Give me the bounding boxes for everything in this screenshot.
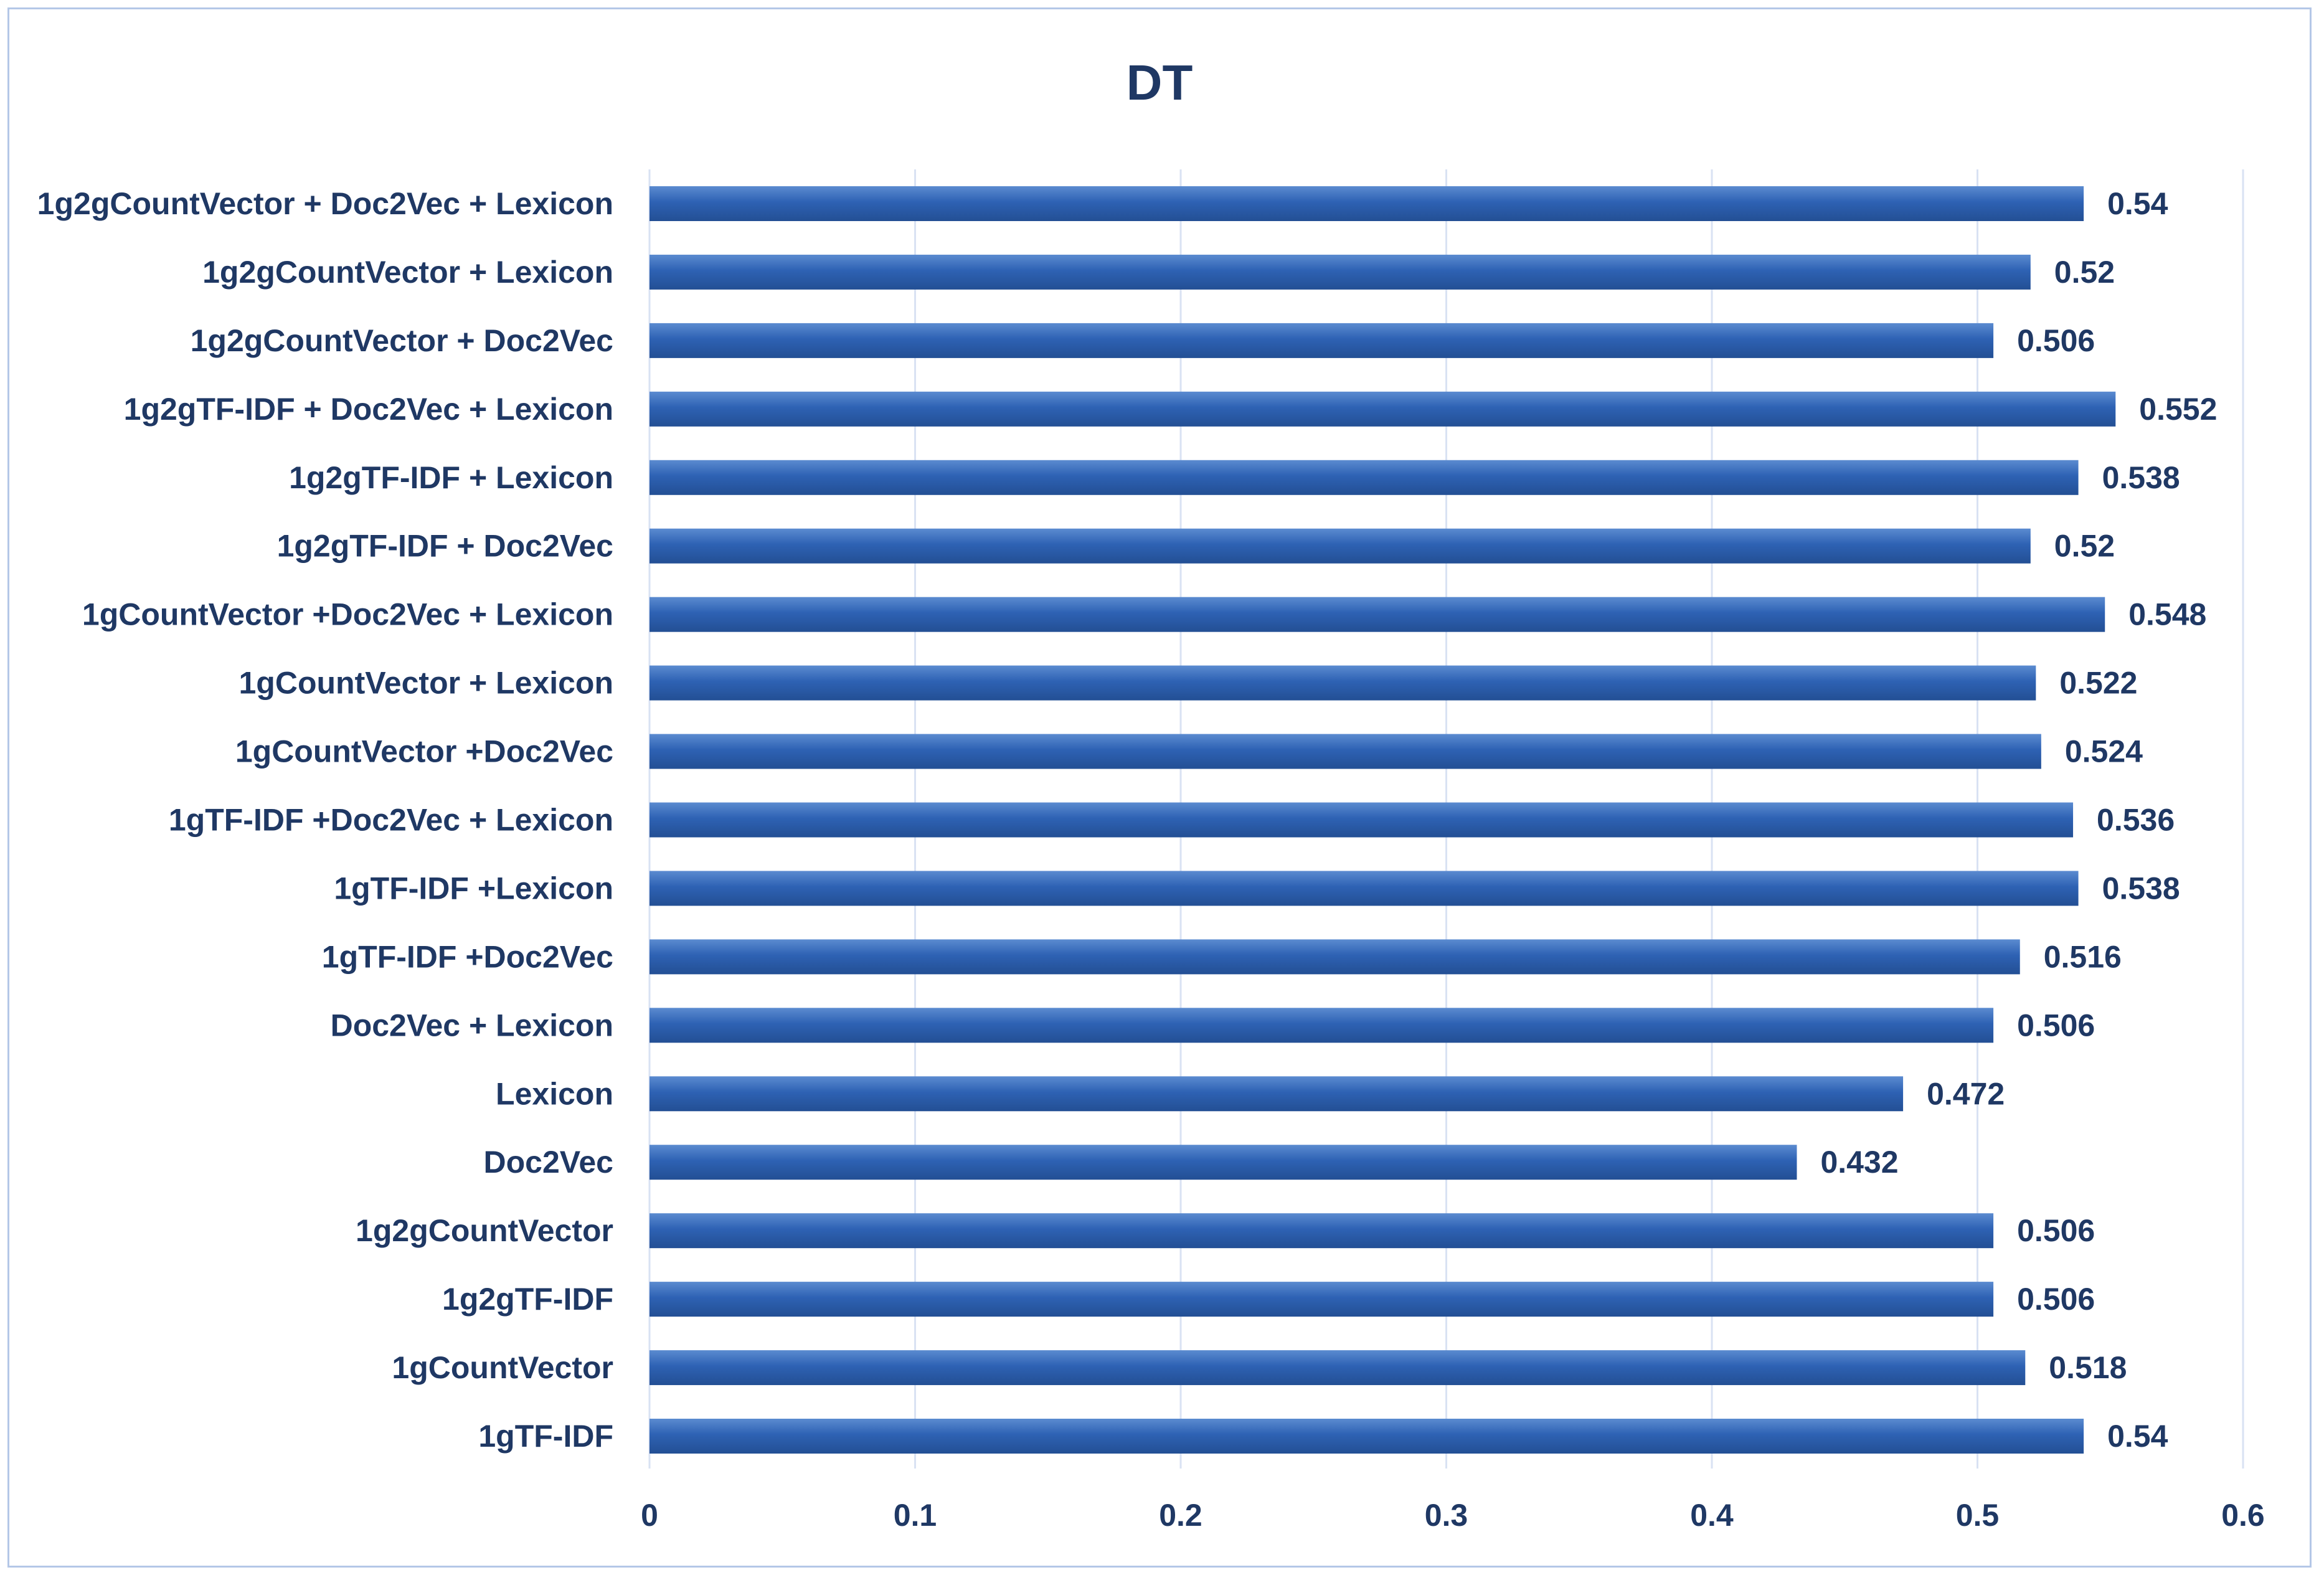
category-label: 1g2gCountVector + Doc2Vec + Lexicon: [37, 186, 613, 221]
x-tick-label: 0.2: [1159, 1498, 1202, 1533]
category-label: 1gCountVector + Lexicon: [239, 666, 613, 701]
bar: [649, 802, 2074, 838]
bar: [649, 939, 2020, 975]
bar: [649, 871, 2079, 906]
category-label: Doc2Vec + Lexicon: [331, 1008, 613, 1043]
x-axis-ticks: 0 0.1 0.2 0.3 0.4 0.5 0.6: [641, 1498, 2265, 1533]
bar: [649, 1350, 2026, 1386]
x-tick-label: 0.1: [894, 1498, 937, 1533]
value-label: 0.518: [2049, 1350, 2127, 1385]
x-tick-label: 0.4: [1690, 1498, 1734, 1533]
bar: [649, 323, 1994, 358]
bar: [649, 254, 2031, 290]
bar: [649, 1076, 1904, 1112]
bar: [649, 186, 2084, 221]
value-label: 0.54: [2107, 1419, 2168, 1454]
value-label: 0.516: [2044, 939, 2122, 974]
category-label: 1gCountVector +Doc2Vec: [235, 734, 613, 769]
value-label: 0.524: [2065, 734, 2143, 769]
category-label: 1g2gTF-IDF: [442, 1282, 613, 1317]
value-label: 0.52: [2054, 255, 2115, 290]
category-label: Doc2Vec: [484, 1145, 613, 1180]
category-label: 1gTF-IDF +Lexicon: [334, 871, 613, 906]
chart-title: DT: [1127, 55, 1193, 110]
value-label: 0.536: [2097, 803, 2175, 838]
category-label: 1gTF-IDF +Doc2Vec + Lexicon: [169, 803, 613, 838]
category-label: 1g2gCountVector + Doc2Vec: [191, 323, 613, 358]
value-labels: 0.54 0.52 0.506 0.552 0.538 0.52 0.548 0.522 0.5…: [1820, 186, 2217, 1454]
category-label: 1g2gCountVector: [356, 1213, 613, 1248]
category-labels: 1g2gCountVector + Doc2Vec + Lexicon 1g2gC…: [37, 186, 613, 1454]
bar: [649, 391, 2116, 427]
value-label: 0.54: [2107, 186, 2168, 221]
value-label: 0.432: [1820, 1145, 1898, 1180]
bar: [649, 1282, 1994, 1317]
bar: [649, 597, 2105, 632]
value-label: 0.522: [2059, 666, 2137, 701]
x-tick-label: 0.6: [2221, 1498, 2265, 1533]
category-label: 1g2gTF-IDF + Doc2Vec: [277, 529, 613, 564]
bar: [649, 1213, 1994, 1249]
value-label: 0.472: [1927, 1076, 2005, 1111]
category-label: 1gTF-IDF: [478, 1419, 613, 1454]
x-tick-label: 0.3: [1425, 1498, 1468, 1533]
value-label: 0.506: [2017, 1008, 2095, 1043]
x-tick-label: 0.5: [1956, 1498, 2000, 1533]
bar: [649, 1008, 1994, 1043]
value-label: 0.506: [2017, 1213, 2095, 1248]
x-tick-label: 0: [641, 1498, 658, 1533]
bar: [649, 1145, 1797, 1180]
category-label: 1gTF-IDF +Doc2Vec: [322, 939, 613, 974]
value-label: 0.552: [2139, 392, 2217, 427]
bar: [649, 734, 2041, 769]
value-label: 0.506: [2017, 323, 2095, 358]
category-label: 1g2gTF-IDF + Lexicon: [289, 460, 613, 495]
category-label: Lexicon: [496, 1076, 613, 1111]
category-label: 1g2gCountVector + Lexicon: [202, 255, 613, 290]
bars: [649, 186, 2116, 1454]
category-label: 1g2gTF-IDF + Doc2Vec + Lexicon: [124, 392, 613, 427]
bar: [649, 665, 2036, 701]
value-label: 0.506: [2017, 1282, 2095, 1317]
value-label: 0.538: [2102, 871, 2180, 906]
value-label: 0.548: [2128, 597, 2206, 632]
bar: [649, 528, 2031, 564]
bar: [649, 460, 2079, 495]
category-label: 1gCountVector +Doc2Vec + Lexicon: [82, 597, 613, 632]
category-label: 1gCountVector: [392, 1350, 613, 1385]
value-label: 0.52: [2054, 529, 2115, 564]
bar: [649, 1419, 2084, 1454]
value-label: 0.538: [2102, 460, 2180, 495]
